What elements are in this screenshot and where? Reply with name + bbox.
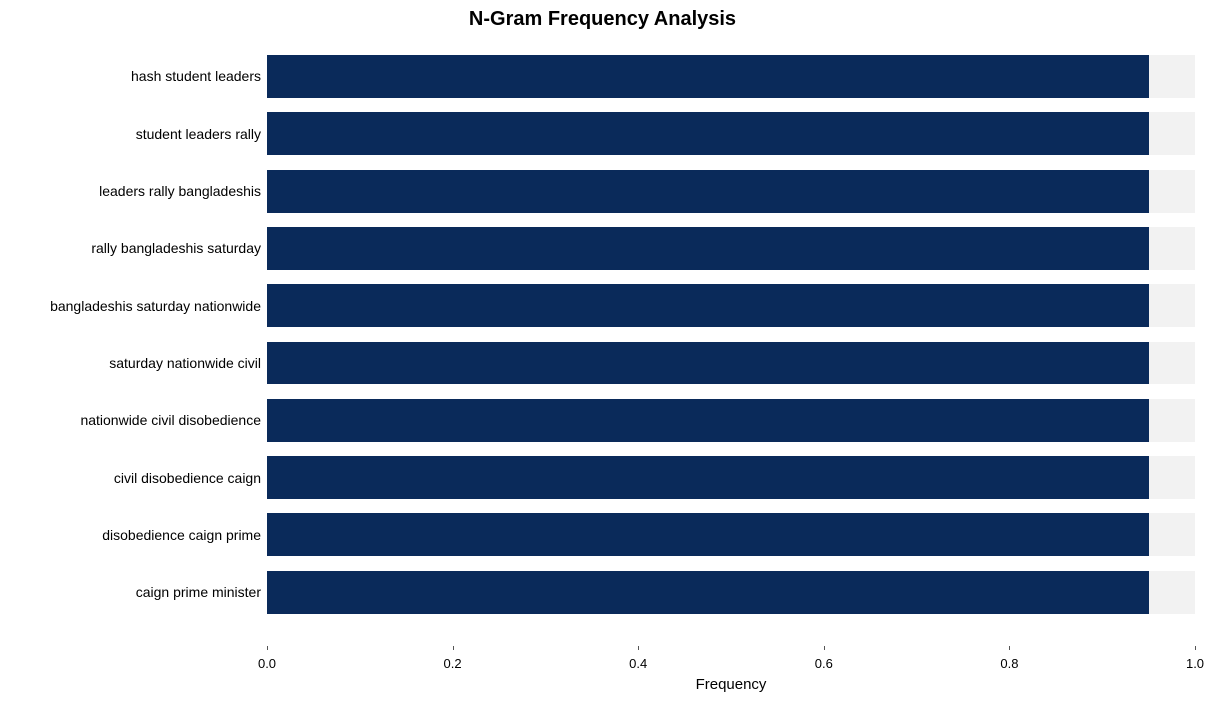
x-tick-mark: [1195, 646, 1196, 650]
bar: [267, 456, 1149, 499]
bar: [267, 342, 1149, 385]
y-tick-label: rally bangladeshis saturday: [91, 240, 261, 256]
x-tick-mark: [638, 646, 639, 650]
bar: [267, 227, 1149, 270]
x-tick-mark: [824, 646, 825, 650]
x-tick-mark: [1009, 646, 1010, 650]
bar: [267, 112, 1149, 155]
x-tick-label: 0.2: [444, 656, 462, 671]
y-tick-label: caign prime minister: [136, 584, 261, 600]
chart-title: N-Gram Frequency Analysis: [0, 8, 1205, 31]
x-tick-mark: [453, 646, 454, 650]
y-tick-label: leaders rally bangladeshis: [99, 183, 261, 199]
bar: [267, 399, 1149, 442]
x-tick-label: 0.0: [258, 656, 276, 671]
x-tick-label: 1.0: [1186, 656, 1204, 671]
x-tick-label: 0.6: [815, 656, 833, 671]
x-axis-label: Frequency: [267, 676, 1195, 693]
bar: [267, 55, 1149, 98]
bar: [267, 513, 1149, 556]
y-tick-label: disobedience caign prime: [102, 527, 261, 543]
bar: [267, 170, 1149, 213]
gridline: [1195, 36, 1196, 646]
y-tick-label: saturday nationwide civil: [109, 355, 261, 371]
x-tick-mark: [267, 646, 268, 650]
y-tick-label: hash student leaders: [131, 68, 261, 84]
plot-area: [267, 36, 1195, 646]
y-tick-label: civil disobedience caign: [114, 470, 261, 486]
bar: [267, 284, 1149, 327]
bar: [267, 571, 1149, 614]
y-tick-label: student leaders rally: [136, 126, 261, 142]
y-tick-label: nationwide civil disobedience: [80, 412, 261, 428]
x-tick-label: 0.4: [629, 656, 647, 671]
y-tick-label: bangladeshis saturday nationwide: [50, 298, 261, 314]
x-tick-label: 0.8: [1000, 656, 1018, 671]
chart-container: N-Gram Frequency Analysis hash student l…: [0, 0, 1205, 701]
